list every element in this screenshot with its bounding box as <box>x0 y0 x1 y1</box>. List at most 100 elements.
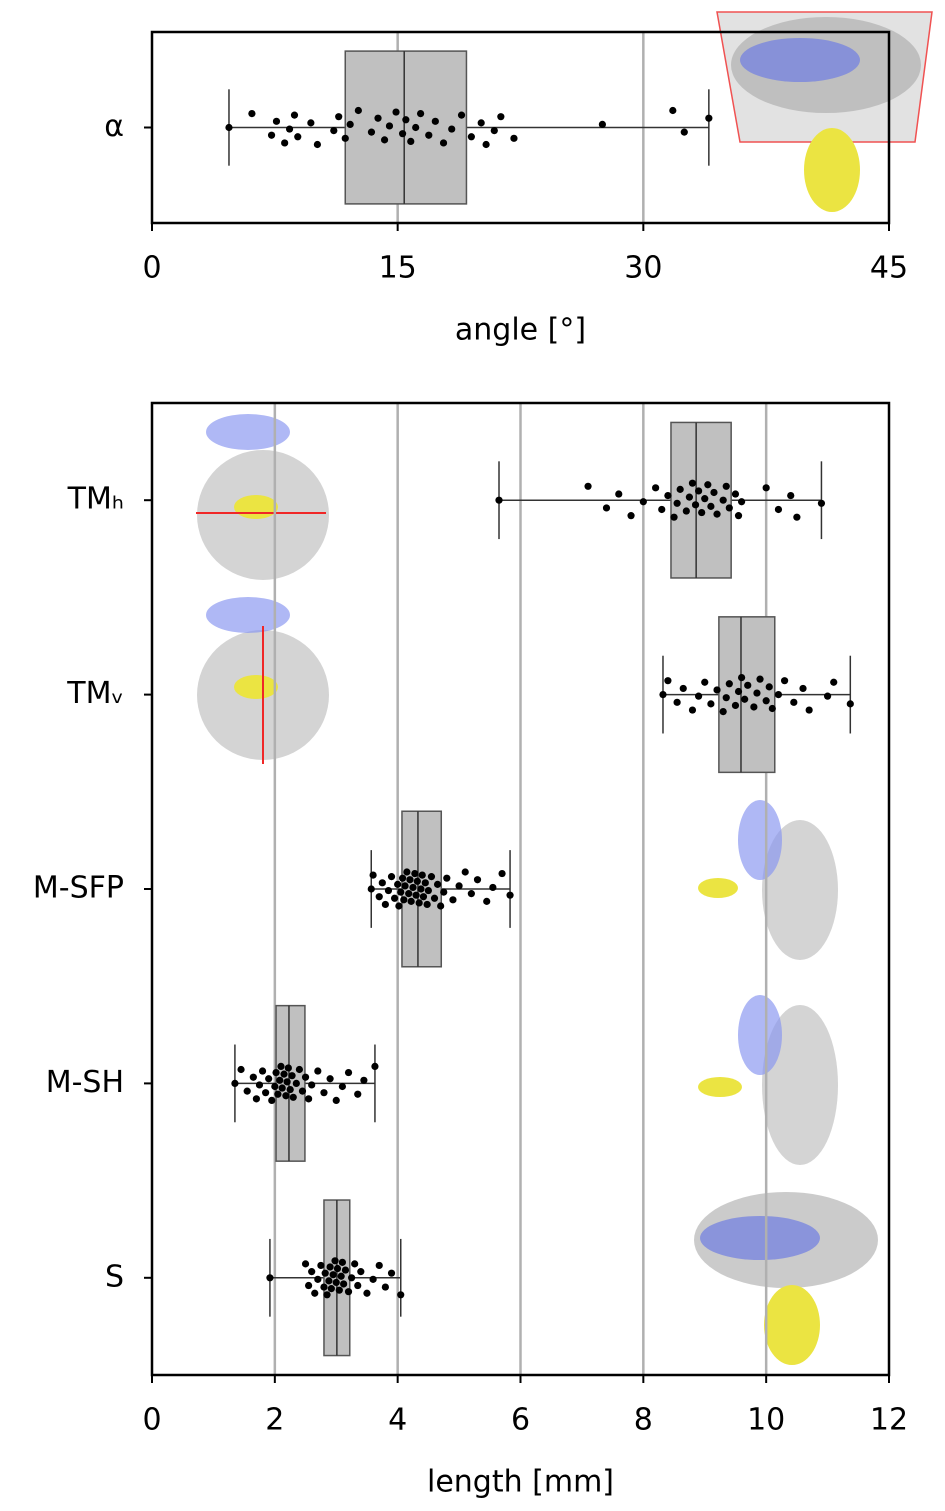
illustration <box>804 128 860 212</box>
data-point <box>252 1095 261 1103</box>
x-tick-label: 8 <box>634 1403 653 1438</box>
data-point <box>417 885 425 893</box>
data-point <box>437 902 445 910</box>
data-point <box>439 139 448 147</box>
data-point <box>305 1095 313 1103</box>
data-point <box>281 139 289 147</box>
data-point <box>652 484 660 492</box>
data-point <box>731 701 740 710</box>
data-point <box>243 1087 251 1095</box>
data-point <box>288 1072 296 1080</box>
data-point <box>430 894 439 902</box>
illustration <box>738 995 782 1075</box>
data-point <box>384 886 393 895</box>
data-point <box>455 882 463 890</box>
data-point <box>400 896 408 904</box>
data-point <box>314 1067 322 1075</box>
data-point <box>344 1288 353 1296</box>
data-point <box>449 896 457 904</box>
data-point <box>423 900 431 909</box>
y-tick-label: M-SH <box>46 1065 124 1100</box>
data-point <box>688 479 697 487</box>
data-point <box>765 683 773 691</box>
x-tick-label: 15 <box>379 251 417 286</box>
data-point <box>266 1274 274 1282</box>
plot-frame <box>150 30 891 225</box>
data-point <box>431 117 439 125</box>
data-point <box>369 871 377 879</box>
x-axis-label: angle [°] <box>455 313 586 348</box>
illustration <box>700 1216 820 1260</box>
data-point <box>405 890 413 898</box>
x-tick-label: 0 <box>142 1403 161 1438</box>
data-point <box>682 507 690 515</box>
data-point <box>344 1068 353 1077</box>
data-point <box>416 109 425 118</box>
data-point <box>664 491 672 500</box>
data-point <box>744 681 752 689</box>
data-point <box>326 1075 334 1083</box>
data-point <box>357 1268 365 1276</box>
data-point <box>282 1092 290 1100</box>
data-point <box>277 1062 285 1070</box>
data-point <box>679 684 687 693</box>
data-point <box>363 1289 371 1297</box>
data-point <box>691 501 700 509</box>
data-point <box>846 700 854 708</box>
data-point <box>390 894 399 902</box>
data-point <box>403 868 411 876</box>
x-axis-label: length [mm] <box>427 1465 614 1500</box>
data-point <box>695 692 703 700</box>
data-point <box>670 513 678 521</box>
data-point <box>725 504 733 512</box>
data-point <box>381 900 389 909</box>
data-point <box>669 106 677 115</box>
data-point <box>738 674 746 682</box>
data-point <box>701 678 709 686</box>
data-point <box>367 128 376 136</box>
data-point <box>305 1281 313 1290</box>
data-point <box>427 873 436 881</box>
data-point <box>615 490 623 498</box>
data-point <box>285 125 294 133</box>
y-tick-label: S <box>105 1259 124 1294</box>
data-point <box>268 1096 276 1104</box>
data-point <box>473 876 482 884</box>
data-point <box>433 880 442 888</box>
data-point <box>387 873 396 881</box>
illustration <box>206 597 290 633</box>
data-point <box>320 1089 328 1097</box>
data-point <box>381 1283 389 1291</box>
data-point <box>295 1065 303 1074</box>
illustration <box>234 675 278 699</box>
data-point <box>790 698 798 706</box>
x-tick-label: 45 <box>870 251 908 286</box>
data-point <box>394 880 402 888</box>
data-point <box>267 131 276 139</box>
data-point <box>307 119 315 127</box>
illustration <box>762 820 838 960</box>
data-point <box>320 1283 328 1291</box>
data-point <box>290 111 299 119</box>
data-point <box>741 695 749 703</box>
data-point <box>249 1073 257 1081</box>
data-point <box>695 487 703 495</box>
data-point <box>407 137 415 146</box>
data-point <box>762 697 770 705</box>
data-point <box>734 512 743 520</box>
data-point <box>680 128 688 136</box>
illustration <box>740 38 860 82</box>
data-point <box>308 1268 316 1276</box>
data-point <box>332 1278 340 1287</box>
data-point <box>255 1081 264 1089</box>
data-point <box>483 897 491 905</box>
data-point <box>722 482 730 490</box>
data-point <box>722 694 730 702</box>
data-point <box>793 513 801 521</box>
data-point <box>375 893 383 901</box>
data-point <box>659 691 667 699</box>
data-point <box>490 126 498 135</box>
data-point <box>734 687 743 696</box>
data-point <box>231 1079 239 1087</box>
data-point <box>510 134 518 142</box>
